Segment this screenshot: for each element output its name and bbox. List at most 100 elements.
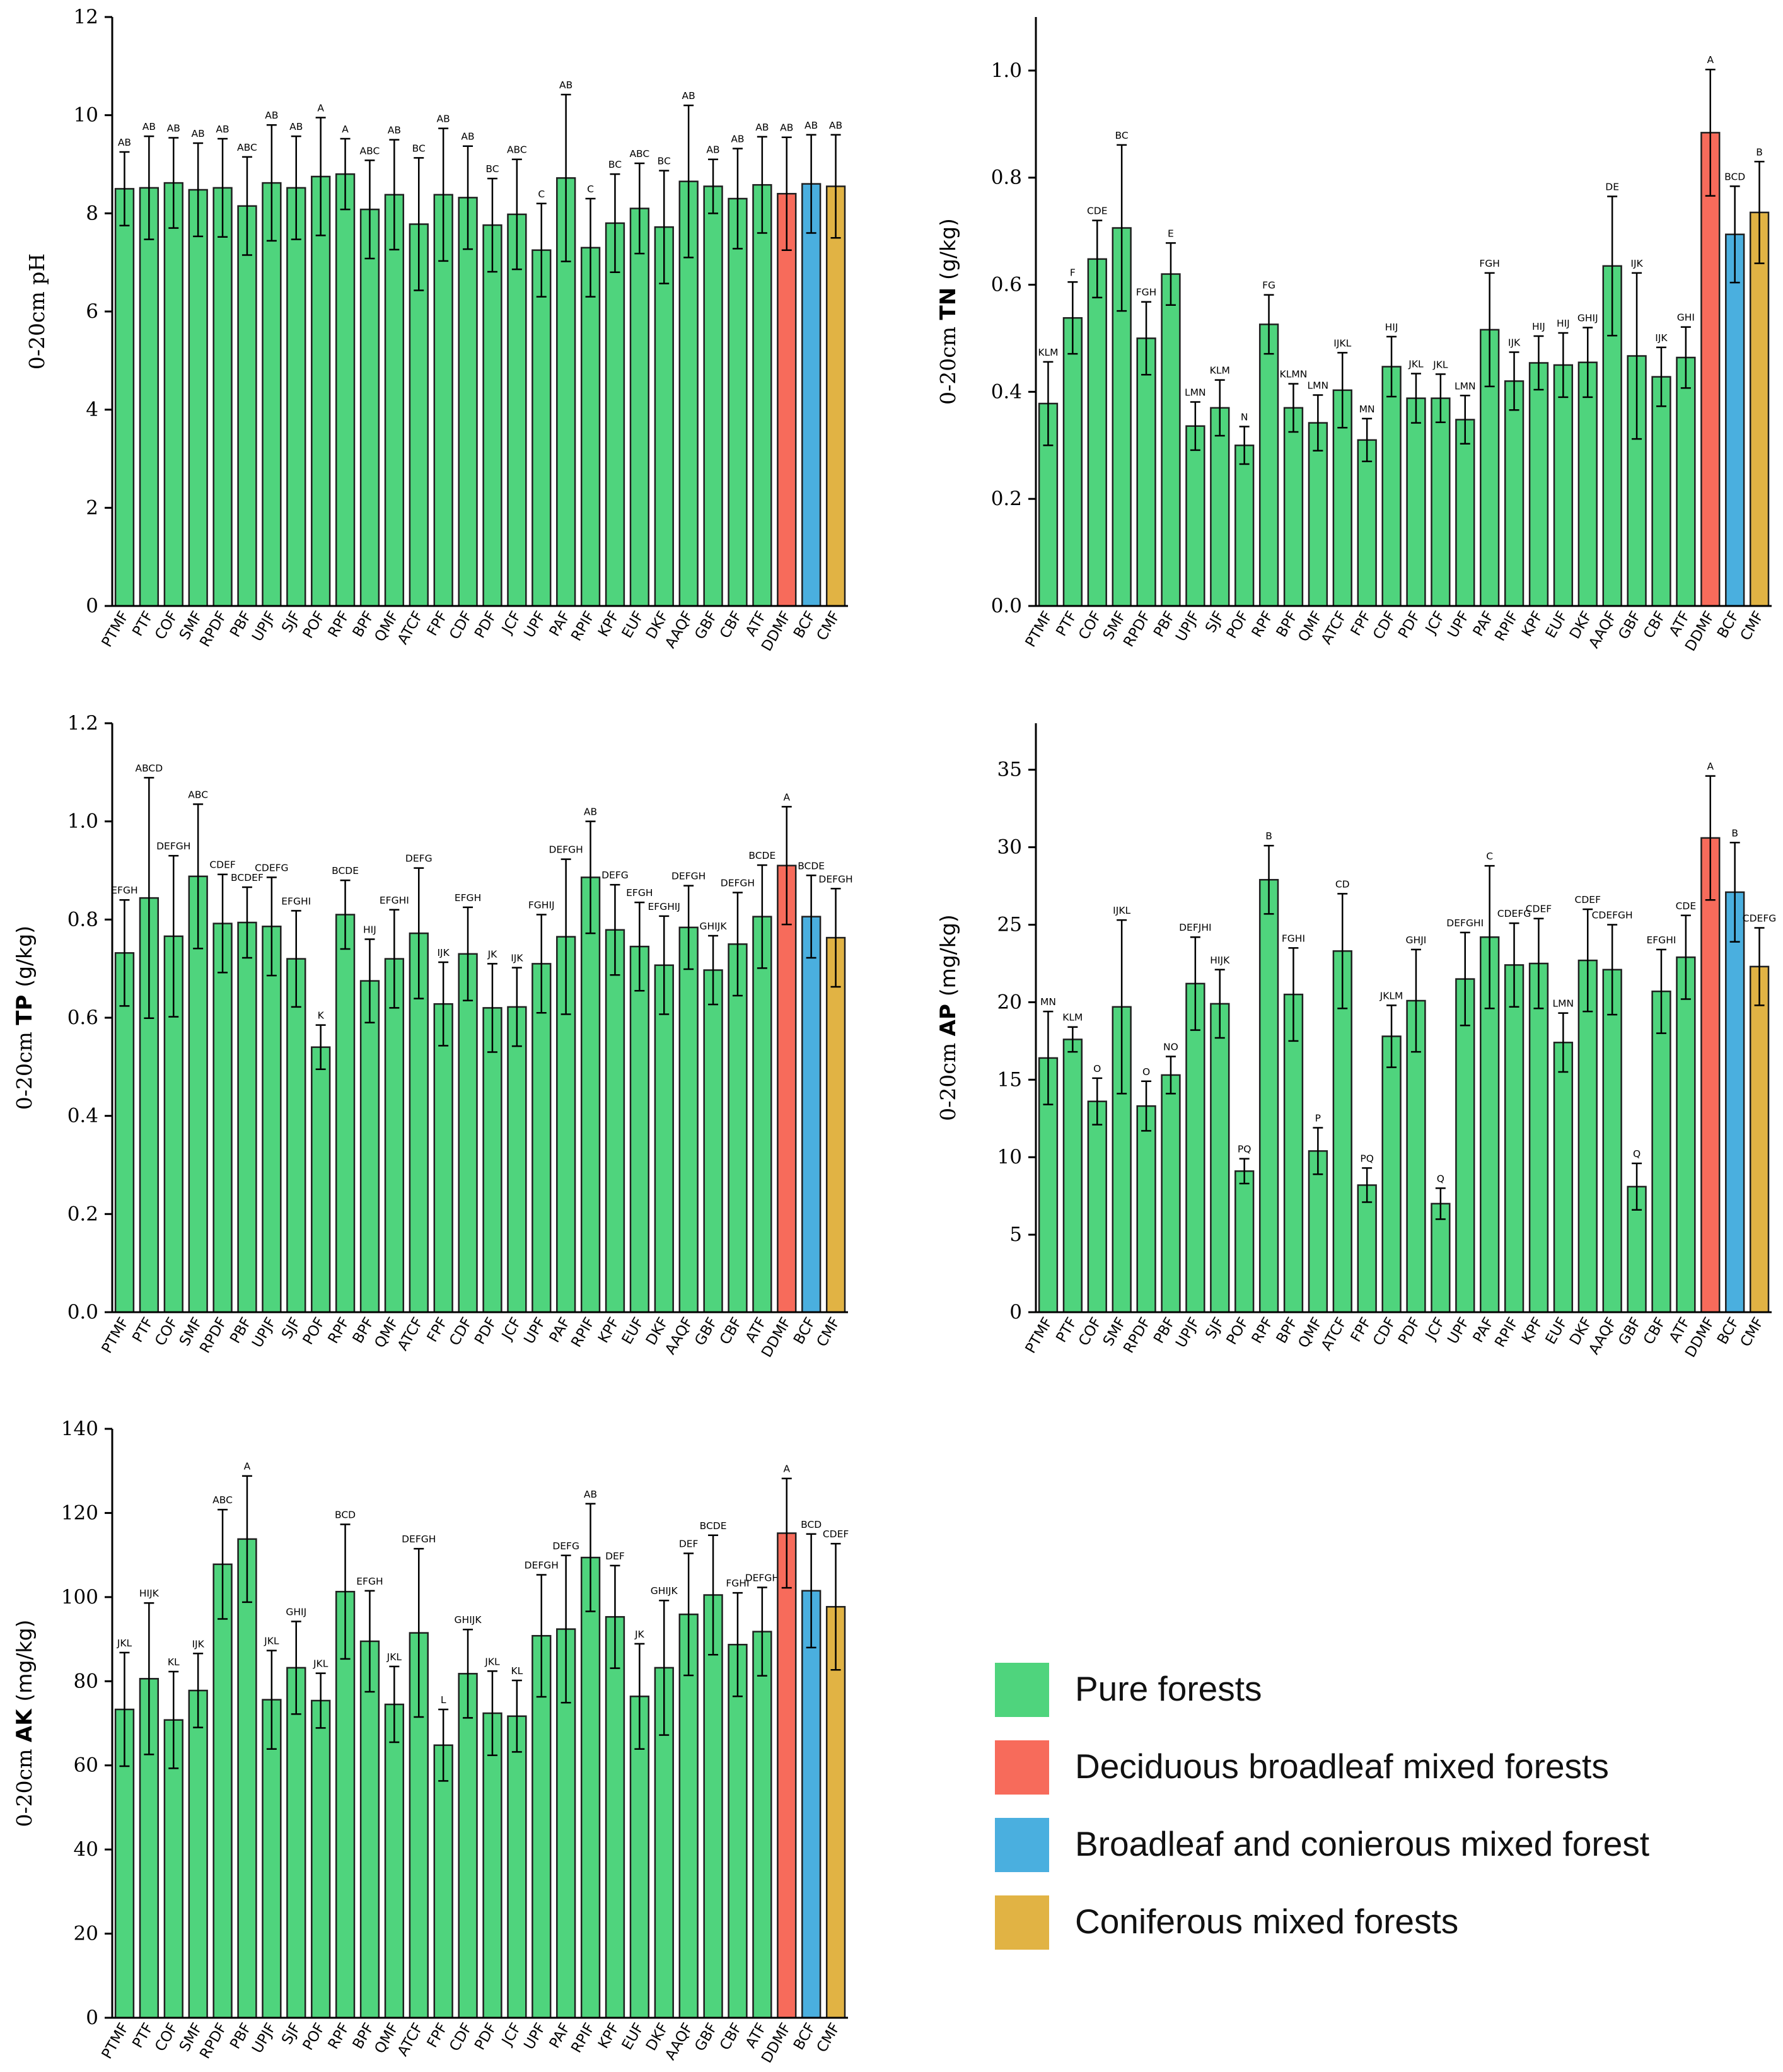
bar-RPDF <box>212 187 233 607</box>
bar-DKF <box>1577 361 1598 607</box>
significance-label-PTF: ABCD <box>135 762 163 774</box>
bar-SMF <box>188 1689 208 2019</box>
y-axis-label-unit: (mg/kg) <box>12 1620 37 1702</box>
bar-UPJF <box>262 925 282 1313</box>
bar-EUF <box>1553 1042 1574 1313</box>
bar-PTF <box>139 187 160 607</box>
significance-label-PBF: A <box>244 1461 251 1472</box>
significance-label-QMF: AB <box>388 125 401 136</box>
significance-label-FPF: IJK <box>437 947 450 958</box>
significance-label-ATCF: CD <box>1335 878 1350 890</box>
category-label-KPF: KPF <box>1519 1315 1547 1346</box>
bar-BCF <box>801 916 822 1313</box>
significance-label-UPF: DEFGH <box>525 1559 559 1571</box>
y-tick-label: 0.4 <box>67 1105 98 1127</box>
category-label-UPJF: UPJF <box>249 608 279 644</box>
panel-tp: EFGHPTMFABCDPTFDEFGHCOFABCSMFCDEFRPDFBCD… <box>12 712 853 1360</box>
significance-label-DKF: EFGHIJ <box>648 901 680 912</box>
bar-EUF <box>1553 364 1574 607</box>
category-label-EUF: EUF <box>619 608 648 641</box>
significance-label-FPF: PQ <box>1360 1153 1374 1164</box>
bar-QMF <box>1308 1150 1328 1313</box>
y-tick-label: 0.0 <box>67 1301 98 1324</box>
significance-label-GBF: AB <box>706 144 719 156</box>
significance-label-UPF: LMN <box>1455 380 1476 392</box>
significance-label-BCF: B <box>1731 827 1738 839</box>
category-label-CMF: CMF <box>814 1315 844 1350</box>
significance-label-DDMF: A <box>1707 761 1714 772</box>
bar-CDF <box>458 197 478 607</box>
bar-RPF <box>335 1590 356 2019</box>
significance-label-CDF: EFGH <box>455 892 481 904</box>
significance-label-PAF: DEFG <box>552 1540 579 1552</box>
category-label-CBF: CBF <box>717 1315 745 1347</box>
category-label-PDF: PDF <box>472 2020 500 2053</box>
significance-label-COF: DEFGH <box>156 841 190 852</box>
significance-label-UPF: FGHIJ <box>528 900 555 911</box>
significance-label-SJF: HIJK <box>1210 955 1230 966</box>
significance-label-PTMF: JKL <box>117 1638 132 1649</box>
significance-label-EUF: JK <box>634 1629 645 1640</box>
significance-label-FPF: MN <box>1359 404 1375 415</box>
bar-CBF <box>728 197 748 607</box>
y-tick-label: 0.4 <box>991 380 1022 403</box>
significance-label-BPF: HIJ <box>363 924 376 935</box>
category-label-RPF: RPF <box>1249 1315 1277 1346</box>
significance-label-JCF: JKL <box>1432 359 1448 370</box>
panel-ak: JKLPTMFHIJKPTFKLCOFIJKSMFABCRPDFAPBFJKLU… <box>12 1417 849 2066</box>
y-axis-label-depth: 0-20cm <box>12 1025 37 1110</box>
bar-UPF <box>531 249 552 607</box>
bar-QMF <box>384 958 405 1313</box>
bar-SJF <box>286 1667 306 2019</box>
bar-AAQF <box>678 926 699 1313</box>
bar-UPF <box>531 963 552 1313</box>
bar-SJF <box>1210 1003 1230 1313</box>
bar-ATF <box>752 183 772 607</box>
y-tick-label: 20 <box>997 991 1022 1013</box>
significance-label-PTF: KLM <box>1062 1012 1083 1023</box>
bar-CBF <box>1651 376 1671 607</box>
significance-label-GBF: GHIJK <box>700 921 728 932</box>
category-label-CMF: CMF <box>1738 1315 1767 1350</box>
bar-POF <box>1234 445 1255 607</box>
bar-BPF <box>1283 993 1304 1313</box>
y-tick-label: 15 <box>997 1068 1022 1091</box>
category-label-RPIF: RPIF <box>1492 608 1521 644</box>
y-tick-label: 1.2 <box>67 712 98 735</box>
significance-label-UPJF: AB <box>265 110 278 121</box>
significance-label-SMF: BC <box>1115 130 1129 141</box>
y-axis-label: 0-20cm AK (mg/kg) <box>12 1620 37 1827</box>
significance-label-PTMF: MN <box>1040 996 1056 1008</box>
bar-BPF <box>359 980 380 1313</box>
category-label-UPF: UPF <box>1444 1315 1472 1347</box>
y-tick-label: 0 <box>86 595 98 617</box>
bar-FPF <box>433 1003 453 1313</box>
bar-DKF <box>654 226 674 607</box>
bar-RPF <box>335 914 356 1313</box>
bar-UPJF <box>1185 425 1205 607</box>
bar-UPF <box>1455 978 1475 1313</box>
bar-DDMF <box>1700 132 1721 607</box>
y-axis-label-variable: AK <box>12 1702 37 1743</box>
significance-label-RPF: A <box>342 124 349 135</box>
bar-SJF <box>1210 407 1230 607</box>
y-tick-label: 0 <box>1009 1301 1022 1324</box>
bar-CMF <box>825 185 846 607</box>
significance-label-CMF: CDEFG <box>1743 912 1776 924</box>
significance-label-CMF: DEFGH <box>818 873 852 885</box>
significance-label-COF: KL <box>168 1656 180 1668</box>
significance-label-BCF: BCD <box>1724 171 1745 182</box>
category-label-GBF: GBF <box>692 2020 721 2054</box>
significance-label-DDMF: A <box>783 791 790 803</box>
bar-ATF <box>752 916 772 1313</box>
significance-label-DKF: GHIJK <box>651 1585 678 1597</box>
category-label-KPF: KPF <box>1519 608 1547 640</box>
bar-ATF <box>1676 956 1696 1313</box>
category-label-KPF: KPF <box>595 2020 623 2052</box>
significance-label-DDMF: AB <box>780 122 793 134</box>
category-label-CMF: CMF <box>1738 608 1767 644</box>
category-label-CBF: CBF <box>1641 608 1669 641</box>
significance-label-COF: AB <box>167 122 180 134</box>
bar-RPDF <box>1136 337 1156 607</box>
